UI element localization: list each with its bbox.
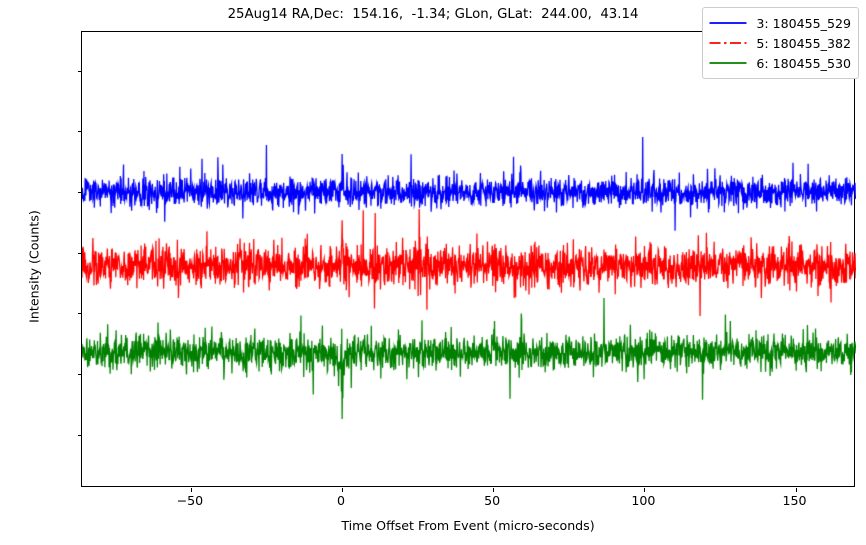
x-axis-label: Time Offset From Event (micro-seconds)	[341, 518, 595, 533]
legend: 3: 180455_529 5: 180455_382 6: 180455_530	[702, 7, 859, 79]
y-axis-tick	[78, 131, 82, 133]
y-axis-tick	[78, 434, 82, 436]
y-axis-tick	[78, 313, 82, 315]
x-axis-tick	[644, 488, 646, 492]
x-axis-tick-label: −50	[176, 493, 204, 508]
legend-line-icon	[709, 16, 747, 30]
axes-frame	[78, 31, 856, 492]
y-axis-tick	[78, 374, 82, 375]
x-axis-tick	[190, 488, 192, 492]
legend-item: 6: 180455_530	[709, 53, 851, 73]
x-axis-tick	[342, 488, 344, 492]
legend-item: 3: 180455_529	[709, 13, 851, 33]
x-axis-tick-label: 0	[337, 493, 346, 508]
y-axis-tick	[78, 192, 82, 194]
legend-item-label: 3: 180455_529	[756, 15, 851, 31]
legend-item-label: 6: 180455_530	[756, 55, 851, 71]
plot-area	[82, 32, 856, 488]
y-axis-label: Intensity (Counts)	[26, 210, 42, 323]
page-title: 25Aug14 RA,Dec: 154.16, -1.34; GLon, GLa…	[227, 7, 639, 22]
y-axis-tick	[78, 70, 82, 72]
legend-line-icon	[709, 56, 747, 70]
x-axis-tick	[493, 488, 495, 492]
y-axis-tick	[78, 252, 82, 254]
legend-item-label: 5: 180455_382	[756, 35, 851, 51]
legend-line-icon	[709, 36, 747, 50]
x-axis-tick-label: 50	[484, 493, 501, 508]
x-axis-tick	[795, 488, 797, 492]
x-axis-tick-label: 100	[631, 493, 656, 508]
x-axis-tick-label: 150	[782, 493, 807, 508]
legend-item: 5: 180455_382	[709, 33, 851, 53]
